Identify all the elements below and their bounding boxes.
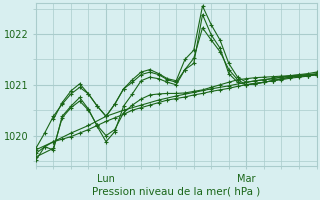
- X-axis label: Pression niveau de la mer( hPa ): Pression niveau de la mer( hPa ): [92, 187, 260, 197]
